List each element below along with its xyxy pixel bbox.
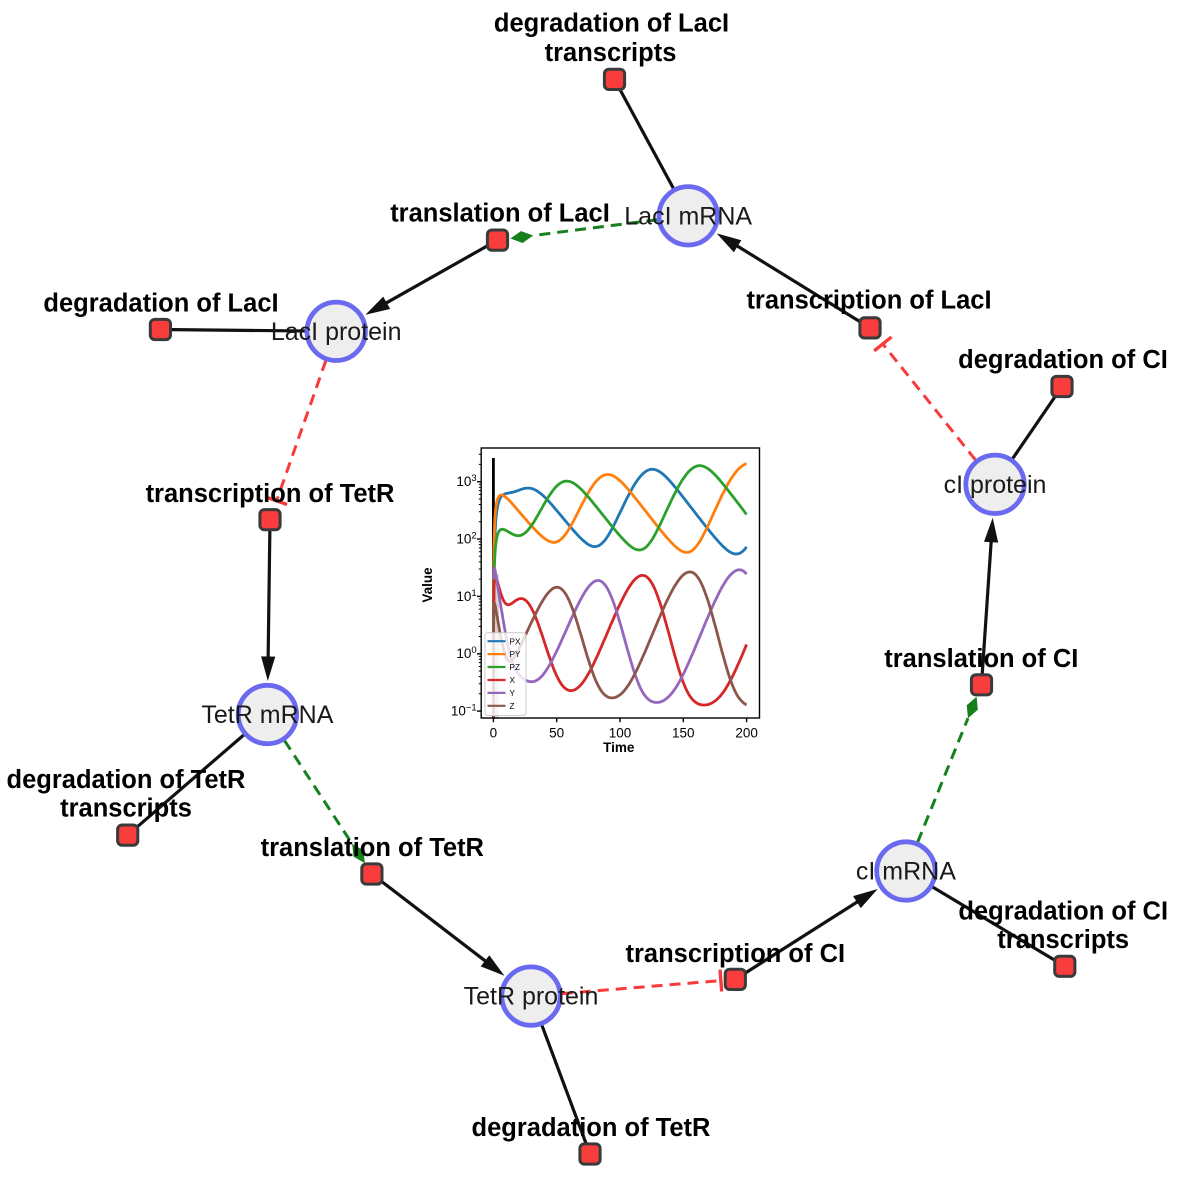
- svg-text:Time: Time: [603, 740, 635, 755]
- svg-text:Y: Y: [510, 689, 516, 698]
- svg-text:200: 200: [735, 726, 758, 741]
- svg-text:0: 0: [490, 726, 498, 741]
- svg-text:transcripts: transcripts: [545, 39, 677, 67]
- svg-text:100: 100: [609, 726, 632, 741]
- svg-text:degradation of LacI: degradation of LacI: [43, 290, 278, 318]
- svg-text:translation of TetR: translation of TetR: [261, 834, 484, 862]
- svg-text:cI protein: cI protein: [944, 471, 1047, 499]
- svg-text:transcripts: transcripts: [997, 926, 1129, 954]
- svg-text:PX: PX: [510, 637, 521, 646]
- svg-text:degradation of CI: degradation of CI: [958, 897, 1168, 925]
- svg-text:Value: Value: [420, 567, 435, 603]
- svg-text:TetR mRNA: TetR mRNA: [201, 701, 333, 729]
- svg-text:PZ: PZ: [510, 663, 520, 672]
- svg-text:transcription of CI: transcription of CI: [626, 940, 846, 968]
- svg-text:transcripts: transcripts: [60, 795, 192, 823]
- svg-text:translation of CI: translation of CI: [884, 645, 1078, 673]
- svg-text:Z: Z: [510, 702, 515, 711]
- svg-text:cI mRNA: cI mRNA: [856, 858, 956, 886]
- svg-text:transcription of TetR: transcription of TetR: [146, 480, 395, 508]
- svg-text:PY: PY: [510, 650, 521, 659]
- svg-text:degradation of TetR: degradation of TetR: [472, 1114, 711, 1142]
- svg-text:degradation of LacI: degradation of LacI: [494, 10, 729, 38]
- svg-text:LacI protein: LacI protein: [271, 318, 402, 346]
- svg-text:150: 150: [672, 726, 695, 741]
- svg-text:TetR protein: TetR protein: [464, 983, 599, 1011]
- svg-text:degradation of TetR: degradation of TetR: [7, 766, 246, 794]
- svg-text:50: 50: [549, 726, 564, 741]
- svg-text:LacI mRNA: LacI mRNA: [624, 202, 752, 230]
- svg-text:transcription of LacI: transcription of LacI: [746, 287, 991, 315]
- svg-text:degradation of CI: degradation of CI: [958, 346, 1168, 374]
- svg-text:X: X: [510, 676, 516, 685]
- svg-text:translation of LacI: translation of LacI: [390, 200, 610, 228]
